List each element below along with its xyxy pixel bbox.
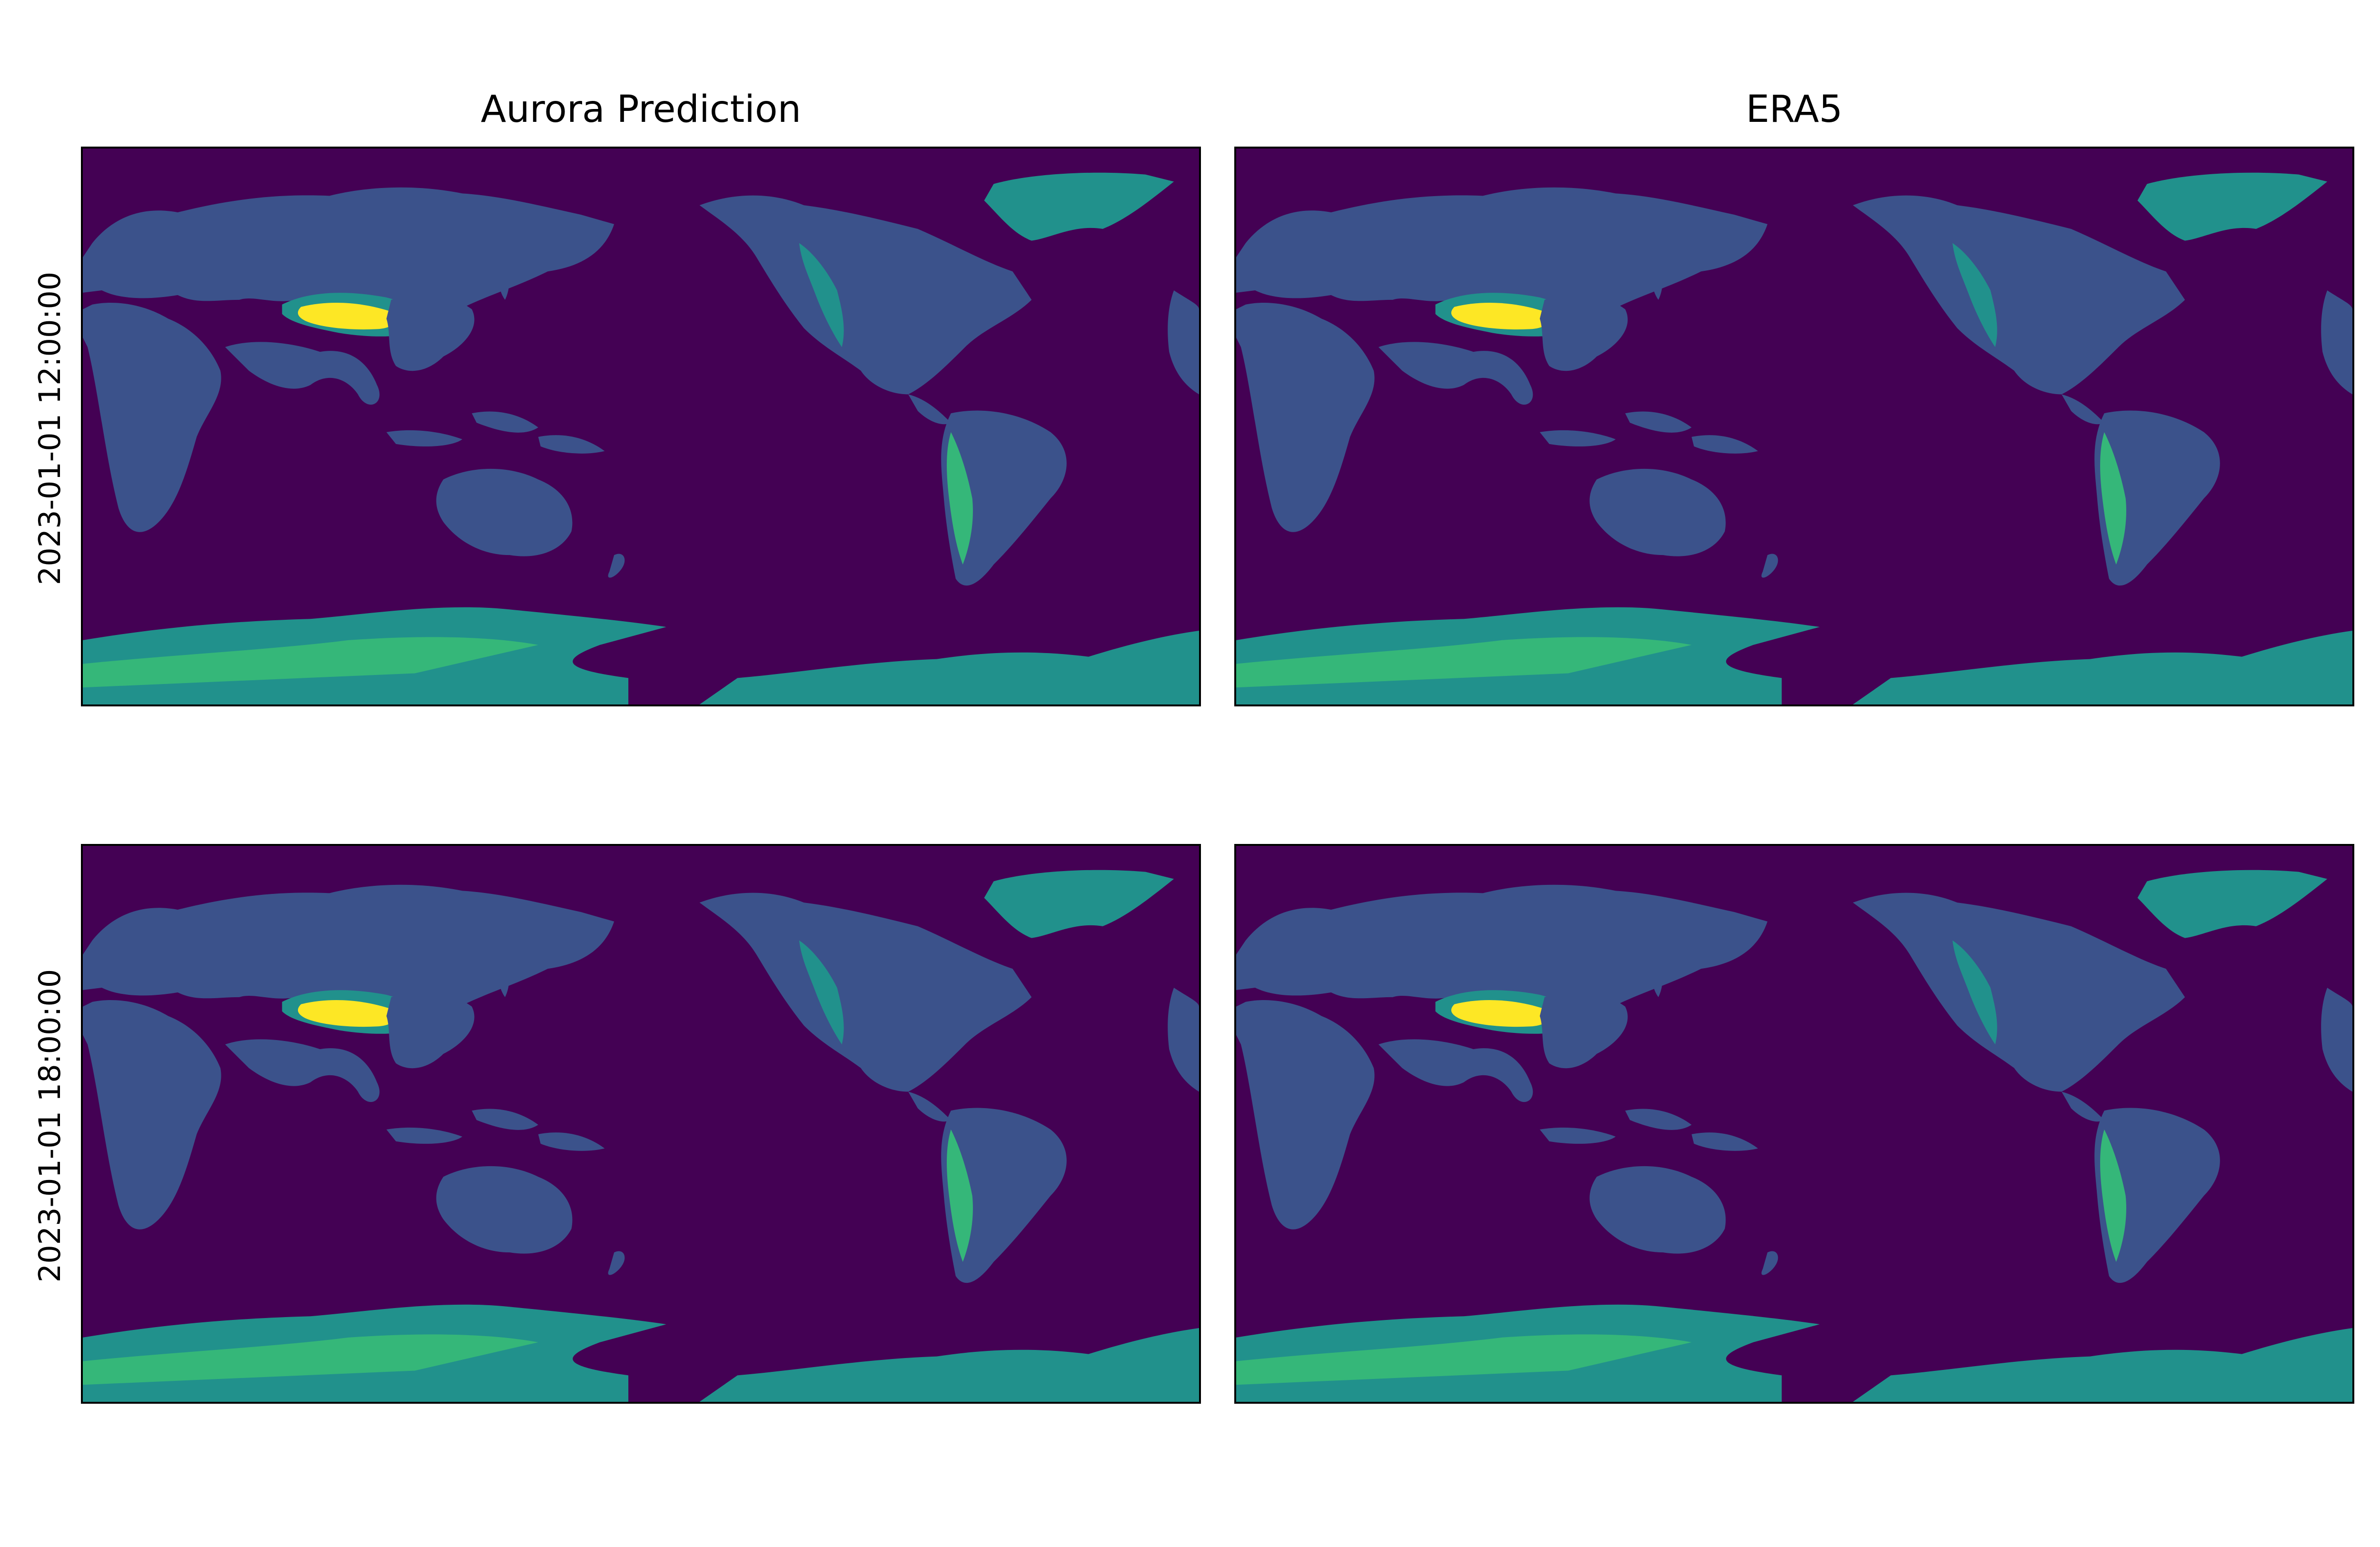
maritime-continent-2 xyxy=(472,411,538,433)
antarctica-west-core xyxy=(1236,1334,1692,1385)
arabia-india xyxy=(225,342,380,405)
maritime-continent-1 xyxy=(1539,1127,1616,1144)
north-america xyxy=(1853,892,2185,1092)
maritime-continent-1 xyxy=(386,430,463,446)
antarctica-east xyxy=(1853,1328,2352,1402)
new-zealand xyxy=(608,1251,625,1275)
antarctica-east xyxy=(699,631,1199,704)
central-america xyxy=(2062,394,2104,425)
column-title-era5: ERA5 xyxy=(1745,88,1843,131)
europe-right-edge xyxy=(1168,290,1199,395)
africa xyxy=(1236,303,1375,532)
japan xyxy=(497,257,509,300)
map-panel-era5-1800 xyxy=(1234,844,2354,1404)
africa xyxy=(83,303,221,532)
tibet-peak xyxy=(298,303,396,330)
maritime-continent-1 xyxy=(1539,430,1616,446)
rockies xyxy=(799,940,844,1045)
andes xyxy=(2100,1129,2126,1262)
north-america xyxy=(1853,195,2185,395)
australia xyxy=(1589,1166,1726,1254)
central-america xyxy=(908,1091,951,1122)
arabia-india xyxy=(1378,342,1533,405)
central-america xyxy=(908,394,951,425)
eurasia-north xyxy=(1236,884,1768,1020)
greenland xyxy=(984,172,1174,241)
south-america xyxy=(941,410,1067,586)
australia xyxy=(436,1166,573,1254)
north-america xyxy=(699,892,1032,1092)
japan xyxy=(1651,257,1663,300)
new-zealand xyxy=(1761,554,1778,578)
australia xyxy=(1589,468,1726,556)
europe-right-edge xyxy=(1168,987,1199,1092)
new-guinea xyxy=(538,435,605,454)
greenland xyxy=(2137,870,2328,938)
antarctica-east xyxy=(1853,631,2352,704)
maritime-continent-2 xyxy=(472,1109,538,1130)
greenland xyxy=(2137,172,2328,241)
tibet-peak xyxy=(1451,1000,1549,1027)
maritime-continent-2 xyxy=(1625,1109,1692,1130)
north-america xyxy=(699,195,1032,395)
map-field xyxy=(83,149,1199,704)
eurasia-north xyxy=(83,187,615,323)
east-asia xyxy=(386,295,475,371)
map-field xyxy=(83,846,1199,1402)
map-panel-aurora-1800 xyxy=(81,844,1201,1404)
antarctica-west-core xyxy=(83,1334,538,1385)
maritime-continent-1 xyxy=(386,1127,463,1144)
new-guinea xyxy=(538,1132,605,1151)
eurasia-north xyxy=(83,884,615,1020)
south-america xyxy=(2094,410,2220,586)
east-asia xyxy=(386,992,475,1069)
japan xyxy=(497,954,509,997)
row-label-1200: 2023-01-01 12:00:00 xyxy=(32,271,67,585)
maritime-continent-2 xyxy=(1625,411,1692,433)
europe-right-edge xyxy=(2321,290,2352,395)
andes xyxy=(2100,432,2126,565)
rockies xyxy=(1952,243,1997,347)
column-title-aurora: Aurora Prediction xyxy=(480,88,802,131)
new-zealand xyxy=(608,554,625,578)
eurasia-north xyxy=(1236,187,1768,323)
antarctica-east xyxy=(699,1328,1199,1402)
antarctica-west-core xyxy=(83,637,538,688)
arabia-india xyxy=(225,1039,380,1102)
tibet-peak xyxy=(298,1000,396,1027)
antarctica-west-core xyxy=(1236,637,1692,688)
map-panel-aurora-1200 xyxy=(81,147,1201,706)
arabia-india xyxy=(1378,1039,1533,1102)
rockies xyxy=(799,243,844,347)
japan xyxy=(1651,954,1663,997)
andes xyxy=(947,432,973,565)
new-guinea xyxy=(1691,435,1758,454)
map-panel-era5-1200 xyxy=(1234,147,2354,706)
andes xyxy=(947,1129,973,1262)
south-america xyxy=(2094,1108,2220,1283)
east-asia xyxy=(1539,992,1628,1069)
tibet-peak xyxy=(1451,303,1549,330)
south-america xyxy=(941,1108,1067,1283)
africa xyxy=(83,1000,221,1230)
australia xyxy=(436,468,573,556)
europe-right-edge xyxy=(2321,987,2352,1092)
greenland xyxy=(984,870,1174,938)
new-guinea xyxy=(1691,1132,1758,1151)
central-america xyxy=(2062,1091,2104,1122)
map-field xyxy=(1236,846,2352,1402)
africa xyxy=(1236,1000,1375,1230)
map-field xyxy=(1236,149,2352,704)
east-asia xyxy=(1539,295,1628,371)
row-label-1800: 2023-01-01 18:00:00 xyxy=(32,969,67,1283)
rockies xyxy=(1952,940,1997,1045)
new-zealand xyxy=(1761,1251,1778,1275)
